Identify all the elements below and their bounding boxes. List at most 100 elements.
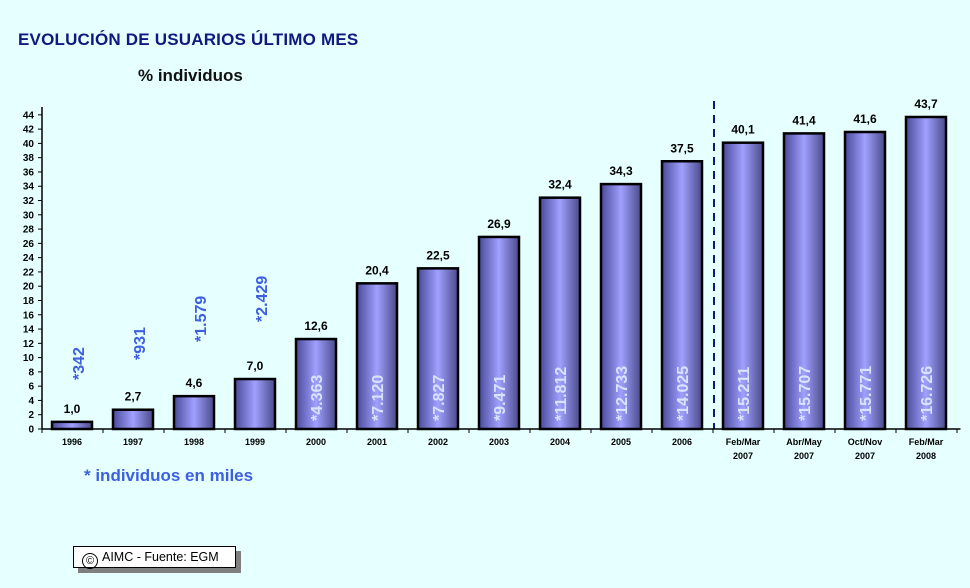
bar-group: 32,4 *11.812 xyxy=(538,178,582,431)
bar xyxy=(782,132,826,431)
y-tick-label: 28 xyxy=(23,225,35,236)
x-tick-label: 2002 xyxy=(428,437,448,447)
bar-group: 37,5 *14.025 xyxy=(660,141,704,431)
x-tick-label: 1998 xyxy=(184,437,204,447)
bar-value-label: 43,7 xyxy=(914,97,938,111)
x-tick-label: 2007 xyxy=(794,451,814,461)
x-tick-label: 1996 xyxy=(62,437,82,447)
y-tick-label: 20 xyxy=(23,282,35,293)
thousands-label: *7.120 xyxy=(370,375,387,421)
y-tick-label: 2 xyxy=(28,410,34,421)
thousands-label: *16.726 xyxy=(919,366,936,421)
bar-group: 40,1 *15.211 xyxy=(721,123,765,431)
thousands-label: *4.363 xyxy=(309,375,326,421)
thousands-label: *12.733 xyxy=(614,366,631,421)
x-tick-label: 2003 xyxy=(489,437,509,447)
y-tick-label: 42 xyxy=(23,125,35,136)
y-tick-label: 38 xyxy=(23,153,35,164)
thousands-label: *14.025 xyxy=(675,366,692,421)
thousands-label: *9.471 xyxy=(492,375,509,421)
x-tick-label: 1997 xyxy=(123,437,143,447)
bar-group: 41,4 *15.707 xyxy=(782,113,826,431)
bar-group: 26,9 *9.471 xyxy=(477,217,521,431)
x-tick-label: 2001 xyxy=(367,437,387,447)
y-tick-label: 4 xyxy=(28,396,34,407)
bar xyxy=(294,337,338,431)
thousands-label: *15.211 xyxy=(736,367,753,421)
thousands-label: *15.771 xyxy=(858,366,875,421)
bars: 1,0 *342 2,7 *931 4,6 *1.579 7,0 *2.429 12,6 *4.3… xyxy=(50,97,948,431)
thousands-label: *15.707 xyxy=(797,366,814,421)
bar-group: 7,0 *2.429 xyxy=(233,276,277,431)
bar-value-label: 4,6 xyxy=(186,376,203,390)
thousands-label: *1.579 xyxy=(193,296,210,342)
bar-value-label: 41,6 xyxy=(853,112,877,126)
bar-value-label: 12,6 xyxy=(304,319,328,333)
bar-value-label: 41,4 xyxy=(792,113,816,127)
thousands-label: *931 xyxy=(132,327,149,360)
y-tick-label: 26 xyxy=(23,239,35,250)
y-tick-label: 30 xyxy=(23,210,35,221)
bar-group: 20,4 *7.120 xyxy=(355,263,399,431)
bar-value-label: 32,4 xyxy=(548,178,572,192)
bar-value-label: 20,4 xyxy=(365,263,389,277)
x-tick-label: 2005 xyxy=(611,437,631,447)
bar xyxy=(538,196,582,431)
y-tick-label: 34 xyxy=(23,182,35,193)
bar-value-label: 2,7 xyxy=(125,390,142,404)
x-tick-label: Abr/May xyxy=(786,437,822,447)
source-box: © AIMC - Fuente: EGM xyxy=(73,546,236,569)
bar xyxy=(904,115,948,431)
x-tick-label: Oct/Nov xyxy=(848,437,883,447)
bar-group: 4,6 *1.579 xyxy=(172,296,216,431)
y-tick-label: 32 xyxy=(23,196,35,207)
source-text: AIMC - Fuente: EGM xyxy=(102,550,219,564)
bar-value-label: 22,5 xyxy=(426,248,450,262)
y-tick-label: 16 xyxy=(23,310,35,321)
y-tick-label: 36 xyxy=(23,167,35,178)
footnote: * individuos en miles xyxy=(84,466,254,485)
y-axis: 0246810121416182022242628303234363840424… xyxy=(23,107,43,436)
chart-subtitle: % individuos xyxy=(138,66,243,85)
y-tick-label: 10 xyxy=(23,353,35,364)
bar-group: 1,0 *342 xyxy=(50,347,94,431)
copyright-icon: © xyxy=(82,553,98,569)
bar-value-label: 40,1 xyxy=(731,123,755,137)
x-tick-label: 2004 xyxy=(550,437,570,447)
bar-group: 34,3 *12.733 xyxy=(599,164,643,431)
bar xyxy=(721,141,765,431)
bar-group: 2,7 *931 xyxy=(111,327,155,431)
bar xyxy=(355,282,399,431)
x-tick-label: Feb/Mar xyxy=(909,437,944,447)
chart-title: EVOLUCIÓN DE USUARIOS ÚLTIMO MES xyxy=(18,30,359,49)
y-tick-label: 8 xyxy=(28,367,34,378)
x-tick-label: Feb/Mar xyxy=(726,437,761,447)
y-tick-label: 44 xyxy=(23,110,35,121)
y-tick-label: 12 xyxy=(23,339,35,350)
x-tick-label: 2007 xyxy=(733,451,753,461)
thousands-label: *11.812 xyxy=(553,367,570,421)
x-tick-label: 1999 xyxy=(245,437,265,447)
bar-value-label: 37,5 xyxy=(670,141,694,155)
bar-value-label: 26,9 xyxy=(487,217,511,231)
y-tick-label: 0 xyxy=(28,425,34,436)
bar-value-label: 7,0 xyxy=(247,359,264,373)
bar xyxy=(111,408,155,431)
x-tick-label: 2006 xyxy=(672,437,692,447)
thousands-label: *342 xyxy=(71,347,88,380)
y-tick-label: 6 xyxy=(28,382,34,393)
bar-group: 12,6 *4.363 xyxy=(294,319,338,431)
thousands-label: *7.827 xyxy=(431,375,448,421)
bar-group: 43,7 *16.726 xyxy=(904,97,948,431)
x-axis: 1996 1997 1998 1999 2000 2001 2002 2003 2004 2005… xyxy=(41,428,961,461)
bar-value-label: 34,3 xyxy=(609,164,633,178)
bar-group: 22,5 *7.827 xyxy=(416,248,460,431)
bar xyxy=(50,420,94,431)
x-tick-label: 2008 xyxy=(916,451,936,461)
bar xyxy=(416,267,460,431)
y-tick-label: 24 xyxy=(23,253,35,264)
bar-group: 41,6 *15.771 xyxy=(843,112,887,431)
thousands-label: *2.429 xyxy=(254,276,271,322)
bar xyxy=(172,394,216,431)
